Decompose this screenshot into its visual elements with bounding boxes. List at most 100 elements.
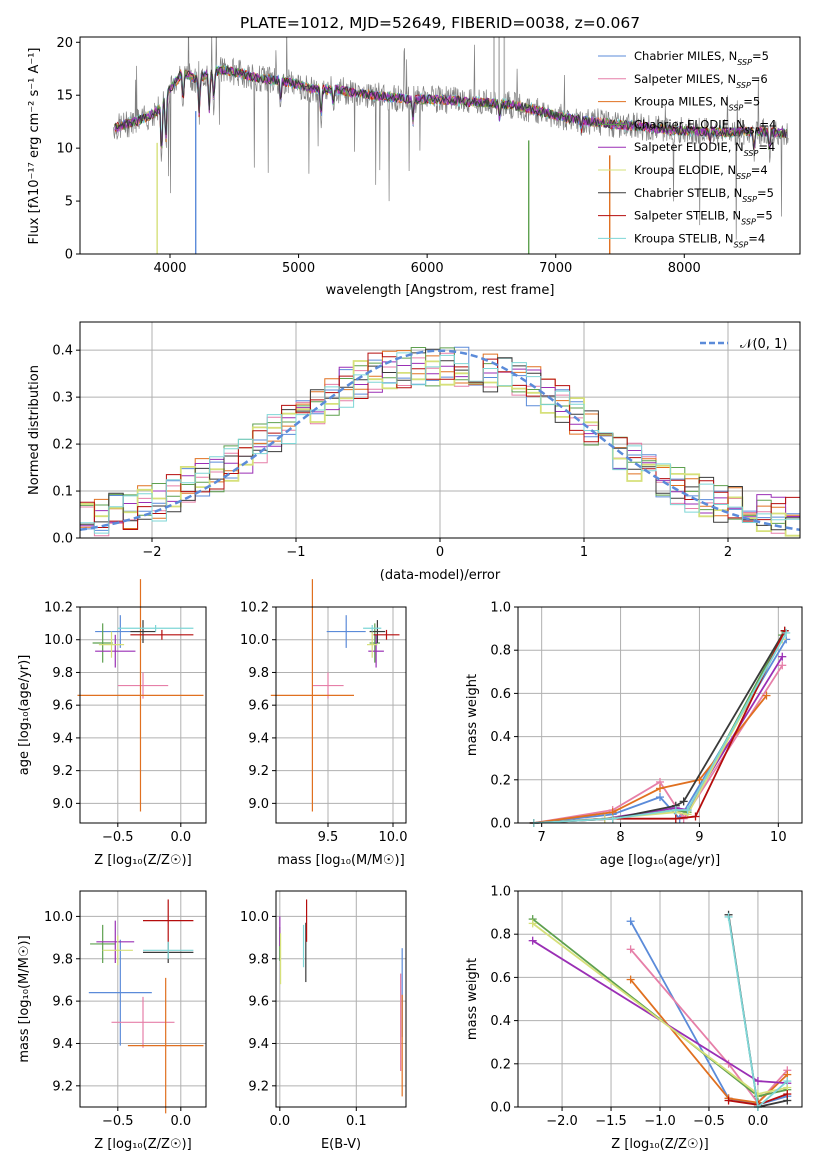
y-tick-label: 0.8 [490, 928, 511, 943]
plus-marker [528, 919, 537, 928]
y-tick-label: 10 [56, 142, 73, 157]
legend-label: Salpeter ELODIE, NSSP=4 [634, 140, 775, 158]
y-tick-label: 9.2 [248, 1079, 269, 1094]
plus-marker [691, 812, 700, 821]
mw-age-xlabel: age [log₁₀(age/yr)] [600, 853, 721, 868]
x-tick-label: 9.5 [318, 830, 339, 845]
legend-count: =4 [748, 231, 765, 245]
normal-legend-label: 𝒩(0, 1) [740, 337, 787, 352]
legend-label: Kroupa STELIB, NSSP=4 [634, 231, 765, 249]
legend-count: =5 [757, 186, 774, 200]
plus-marker [783, 1077, 792, 1086]
y-tick-label: 9.6 [248, 699, 269, 714]
age-vs-metallicity-panel: −0.5 0.0 9.0 9.2 9.4 9.6 9.8 10.0 10.2 Z [log₁₀(… [17, 579, 207, 868]
legend-subscript: SSP [742, 194, 757, 203]
y-tick-label: 9.0 [248, 797, 269, 812]
x-tick-label: 0.0 [170, 1114, 191, 1129]
model-spectrum-line [114, 64, 787, 150]
y-tick-label: 9.4 [248, 1037, 269, 1052]
plus-marker [782, 628, 791, 637]
legend-label: Chabrier STELIB, NSSP=5 [634, 186, 774, 204]
mw-age-frame [517, 606, 803, 824]
plus-marker [626, 917, 635, 926]
plus-marker [778, 652, 787, 661]
plus-marker [778, 661, 787, 670]
y-tick-label: 0.0 [490, 817, 511, 832]
residual-histogram-panel: −2 −1 0 1 2 0.0 0.1 0.2 0.3 0.4 𝒩(0, 1) (data-mod… [27, 321, 801, 583]
x-tick-label: −0.5 [693, 1114, 725, 1129]
mass-vs-extinction-panel: 0.0 0.1 9.2 9.4 9.6 9.8 10.0 E(B-V) [240, 890, 407, 1152]
x-tick-label: 0.1 [346, 1114, 367, 1129]
y-tick-label: 1.0 [490, 885, 511, 900]
y-tick-label: 9.8 [52, 666, 73, 681]
age-z-frame [79, 606, 207, 824]
y-tick-label: 10.0 [44, 633, 73, 648]
x-tick-label: 2 [724, 545, 732, 560]
legend-subscript: SSP [745, 126, 760, 135]
y-tick-label: 15 [56, 89, 73, 104]
age-mass-xlabel: mass [log₁₀(M/M☉)] [277, 853, 404, 868]
legend-count: =4 [751, 163, 768, 177]
y-tick-label: 9.6 [52, 699, 73, 714]
plus-marker [626, 945, 635, 954]
y-tick-label: 9.8 [248, 952, 269, 967]
normal-distribution-curve [79, 349, 801, 532]
x-tick-label: 0.0 [170, 830, 191, 845]
mass-ebv-xlabel: E(B-V) [321, 1137, 361, 1152]
spectrum-panel: PLATE=1012, MJD=52649, FIBERID=0038, z=0… [27, 14, 801, 298]
mass-ebv-frame [275, 890, 407, 1108]
plus-marker [783, 1090, 792, 1099]
mass-z-ylabel: mass [log₁₀(M/M☉)] [17, 935, 32, 1062]
x-tick-label: 6000 [411, 261, 444, 276]
legend-count: =4 [760, 117, 777, 131]
legend-subscript: SSP [741, 217, 756, 226]
y-tick-label: 9.8 [248, 666, 269, 681]
mass-weight-vs-age-panel: 7 8 9 10 0.0 0.2 0.4 0.6 0.8 1.0 age [log₁₀(age/y… [465, 601, 803, 868]
plus-marker [724, 912, 733, 921]
x-tick-label: −2.0 [546, 1114, 578, 1129]
y-tick-label: 0.1 [52, 485, 73, 500]
y-tick-label: 0 [65, 248, 73, 263]
x-tick-label: −0.5 [102, 1114, 134, 1129]
plus-marker [528, 936, 537, 945]
y-tick-label: 9.4 [248, 731, 269, 746]
age-mass-frame [275, 606, 407, 824]
y-tick-label: 9.6 [248, 995, 269, 1010]
histogram-frame [79, 321, 801, 539]
legend-label: Chabrier ELODIE, NSSP=4 [634, 117, 776, 135]
x-tick-label: 8 [616, 830, 624, 845]
y-tick-label: 0.4 [490, 730, 511, 745]
x-tick-label: 10.0 [379, 830, 408, 845]
age-z-xlabel: Z [log₁₀(Z/Z☉)] [94, 853, 191, 868]
y-tick-label: 10.0 [44, 910, 73, 925]
y-tick-label: 1.0 [490, 601, 511, 616]
y-tick-label: 10.2 [240, 601, 269, 616]
mass-vs-metallicity-panel: −0.5 0.09.29.49.69.810.0 Z [log₁₀(Z/Z☉)] … [17, 890, 207, 1152]
residual-histogram-step [80, 352, 800, 534]
y-tick-label: 0.6 [490, 971, 511, 986]
x-tick-label: 0.0 [748, 1114, 769, 1129]
mass-z-frame [79, 890, 207, 1108]
x-tick-label: 4000 [153, 261, 186, 276]
spectrum-title: PLATE=1012, MJD=52649, FIBERID=0038, z=0… [240, 14, 640, 32]
age-z-ylabel: age [log₁₀(age/yr)] [17, 655, 32, 776]
plus-marker [626, 975, 635, 984]
y-tick-label: 0.4 [490, 1014, 511, 1029]
y-tick-label: 9.8 [52, 952, 73, 967]
y-tick-label: 0.2 [490, 1057, 511, 1072]
x-tick-label: 0 [436, 545, 444, 560]
mw-z-ylabel: mass weight [465, 958, 480, 1040]
plus-marker [679, 797, 688, 806]
legend-label: Salpeter MILES, NSSP=6 [634, 72, 768, 90]
plus-marker [671, 814, 680, 823]
spectrum-ylabel: Flux [fλ10⁻¹⁷ erg cm⁻² s⁻¹ A⁻¹] [27, 48, 42, 245]
spectrum-xlabel: wavelength [Angstrom, rest frame] [326, 283, 555, 298]
y-tick-label: 0.0 [490, 1101, 511, 1116]
legend-subscript: SSP [734, 240, 749, 249]
y-tick-label: 9.4 [52, 731, 73, 746]
mass-z-xlabel: Z [log₁₀(Z/Z☉)] [94, 1137, 191, 1152]
y-tick-label: 20 [56, 36, 73, 51]
x-tick-label: 8000 [668, 261, 701, 276]
y-tick-label: 0.8 [490, 644, 511, 659]
